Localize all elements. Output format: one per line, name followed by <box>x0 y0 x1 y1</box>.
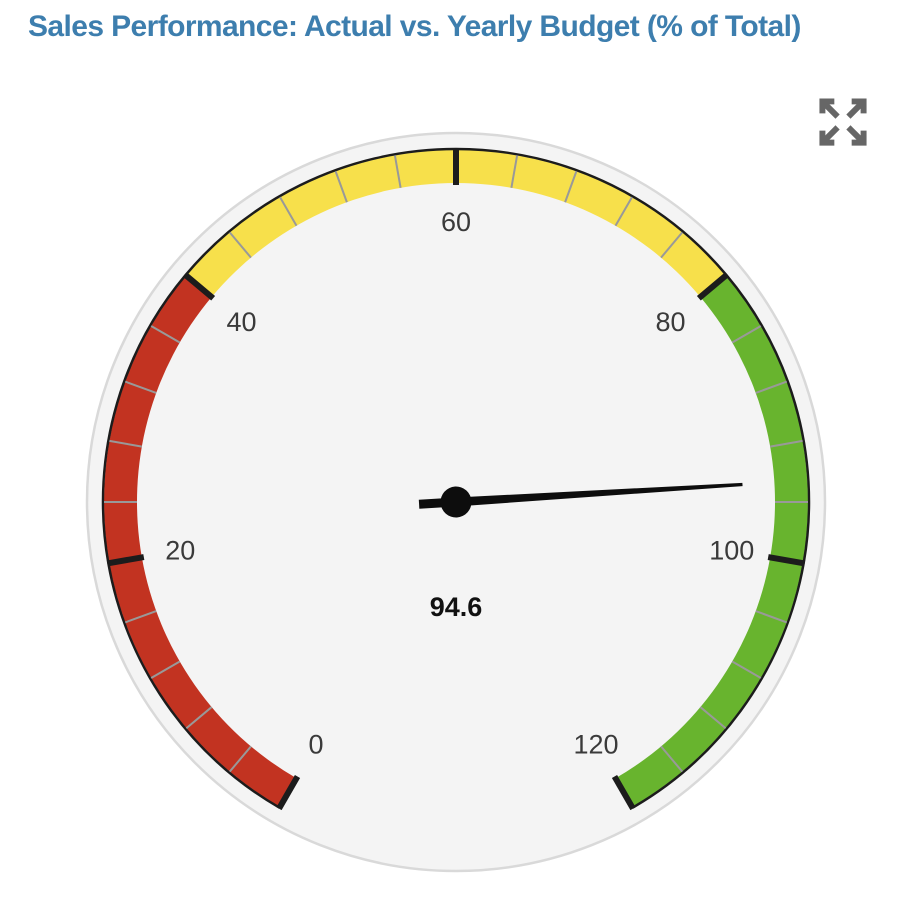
expand-button[interactable] <box>816 94 870 150</box>
gauge-band-yellow <box>186 149 726 297</box>
gauge-minor-tick-52 <box>334 170 348 203</box>
gauge-minor-tick-92 <box>769 439 803 448</box>
gauge-needle <box>418 482 743 518</box>
gauge-axis-label-0: 0 <box>308 729 323 759</box>
gauge-major-tick-100 <box>767 554 806 567</box>
gauge-minor-tick-72 <box>614 196 633 227</box>
gauge-major-tick-40 <box>182 272 216 301</box>
gauge-major-tick-0 <box>276 775 301 811</box>
gauge-minor-tick-84 <box>731 325 762 344</box>
gauge-needle-body <box>455 482 743 507</box>
gauge-minor-tick-116 <box>660 745 684 773</box>
gauge-minor-tick-36 <box>150 325 181 344</box>
expand-arrow-bottom-left-stem <box>822 125 840 143</box>
gauge-axis-label-120: 120 <box>573 729 618 759</box>
gauge-minor-tick-64 <box>510 155 519 189</box>
gauge-minor-tick-32 <box>124 380 157 394</box>
gauge-minor-tick-112 <box>699 706 727 730</box>
expand-arrow-bottom-right-stem <box>846 125 864 143</box>
chart-title: Sales Performance: Actual vs. Yearly Bud… <box>28 10 801 43</box>
gauge-major-tick-120 <box>611 775 636 811</box>
gauge-major-tick-80 <box>696 272 730 301</box>
gauge-minor-tick-44 <box>228 231 252 259</box>
gauge-needle-hub <box>440 486 472 518</box>
gauge-minor-tick-16 <box>124 610 157 624</box>
expand-arrow-top-left-stem <box>822 101 840 119</box>
gauge-minor-tick-28 <box>109 439 143 448</box>
gauge-minor-tick-104 <box>755 610 788 624</box>
expand-arrows-icon <box>819 98 867 146</box>
expand-arrow-top-left <box>819 98 835 114</box>
gauge-minor-tick-108 <box>731 660 762 679</box>
expand-arrow-bottom-left <box>819 130 835 146</box>
gauge-minor-tick-76 <box>660 231 684 259</box>
gauge-axis-label-100: 100 <box>709 536 754 566</box>
expand-arrow-top-right <box>851 98 867 114</box>
gauge-axis-label-40: 40 <box>226 307 256 337</box>
gauge-minor-tick-88 <box>755 380 788 394</box>
gauge-axis-label-20: 20 <box>165 536 195 566</box>
gauge-minor-tick-4 <box>228 745 252 773</box>
gauge-axis-label-60: 60 <box>441 207 471 237</box>
gauge-minor-tick-68 <box>564 170 578 203</box>
gauge-band-red <box>103 275 297 807</box>
expand-arrow-bottom-right <box>851 130 867 146</box>
gauge-minor-tick-56 <box>393 155 402 189</box>
expand-arrow-top-right-stem <box>846 101 864 119</box>
gauge-minor-tick-12 <box>150 660 181 679</box>
gauge-minor-tick-8 <box>185 706 213 730</box>
gauge-major-tick-20 <box>106 554 145 567</box>
gauge-axis-label-80: 80 <box>655 307 685 337</box>
gauge-value-label: 94.6 <box>430 592 483 622</box>
gauge-minor-tick-48 <box>279 196 298 227</box>
gauge-band-green <box>615 275 809 807</box>
